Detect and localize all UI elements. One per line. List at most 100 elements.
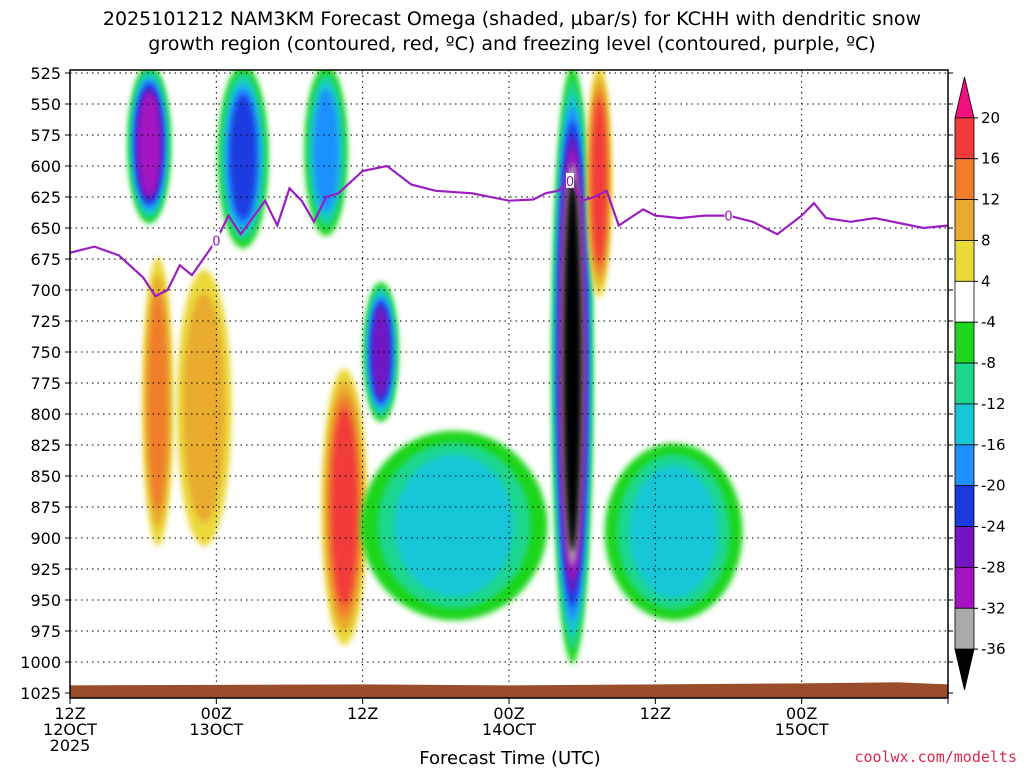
y-tick-label: 550 (30, 95, 61, 114)
gridlines (70, 70, 948, 694)
plot-area: 0 0 0 (70, 70, 948, 698)
x-tick-label: 13OCT (189, 720, 243, 739)
x-tick-label: 2025 (50, 736, 91, 755)
y-tick-label: 675 (30, 250, 61, 269)
chart-title-line2: growth region (contoured, red, ºC) and f… (148, 33, 875, 55)
y-tick-label: 950 (30, 591, 61, 610)
y-tick-label: 600 (30, 157, 61, 176)
y-tick-label: 575 (30, 126, 61, 145)
omega-feature (142, 257, 174, 546)
colorbar-label: 20 (981, 109, 1000, 127)
omega-level (183, 293, 225, 523)
y-tick-label: 525 (30, 64, 61, 83)
colorbar-swatch (954, 76, 975, 119)
freezing-label: 0 (212, 234, 220, 249)
omega-level (394, 454, 514, 597)
y-tick-label: 925 (30, 560, 61, 579)
y-tick-label: 850 (30, 467, 61, 486)
colorbar-swatch (954, 648, 975, 691)
freezing-level-labels: 0 0 0 (212, 172, 733, 249)
x-tick-label: 00Z (786, 704, 817, 723)
colorbar-label: -28 (981, 558, 1006, 576)
x-tick-label: 12OCT (43, 720, 97, 739)
colorbar-swatch (954, 158, 975, 201)
omega-feature (363, 282, 399, 422)
y-tick-label: 650 (30, 219, 61, 238)
x-tick-label: 12Z (347, 704, 378, 723)
freezing-label: 0 (724, 210, 732, 225)
colorbar-swatch (954, 485, 975, 527)
colorbar-swatch (954, 240, 975, 282)
omega-level (563, 177, 582, 552)
x-axis-title: Forecast Time (UTC) (419, 748, 600, 768)
omega-level (148, 293, 168, 510)
colorbar-label: -32 (981, 599, 1006, 617)
omega-feature (321, 368, 368, 646)
colorbar-label: -24 (981, 518, 1006, 536)
terrain-surface (70, 682, 948, 698)
colorbar-swatch (954, 362, 975, 405)
colorbar-swatch (954, 607, 975, 650)
colorbar-swatch (954, 117, 975, 160)
colorbar-swatch (954, 280, 975, 323)
y-tick-label: 875 (30, 498, 61, 517)
y-axis: 525 550 575 600 625 650 675 700 725 750 775 800 825 8… (20, 64, 953, 703)
colorbar-label: -8 (981, 354, 996, 372)
y-tick-label: 975 (30, 622, 61, 641)
colorbar-swatch (954, 526, 975, 568)
omega-feature (552, 70, 593, 664)
colorbar-label: 4 (981, 272, 991, 290)
credit-text: coolwx.com/modelts (854, 748, 1017, 766)
x-tick-label: 12Z (640, 704, 671, 723)
omega-feature (127, 70, 171, 224)
y-tick-label: 725 (30, 312, 61, 331)
omega-shading (127, 70, 743, 664)
omega-level (138, 93, 160, 196)
colorbar-swatch (954, 199, 975, 241)
colorbar-swatch (954, 567, 975, 609)
colorbar-swatch (954, 321, 975, 364)
colorbar-label: 8 (981, 231, 991, 249)
freezing-label-bg (565, 172, 574, 188)
omega-feature (604, 443, 743, 621)
freezing-label: 0 (566, 175, 574, 190)
x-tick-label: 14OCT (482, 720, 536, 739)
colorbar: 20 16 12 8 4 -4 -8 -12 -16 -20 -24 -28 -32 -36 (954, 76, 1006, 691)
x-tick-label: 00Z (493, 704, 524, 723)
y-tick-label: 750 (30, 343, 61, 362)
y-tick-label: 625 (30, 188, 61, 207)
colorbar-swatch (954, 444, 975, 487)
colorbar-label: 16 (981, 150, 1000, 168)
omega-feature (360, 430, 548, 621)
colorbar-swatch (954, 403, 975, 446)
x-tick-label: 12Z (54, 704, 85, 723)
omega-level (331, 409, 358, 605)
chart-title-line1: 2025101212 NAM3KM Forecast Omega (shaded… (103, 8, 921, 30)
omega-feature (176, 269, 232, 546)
colorbar-label: 12 (981, 191, 1000, 209)
y-tick-label: 1000 (20, 653, 61, 672)
omega-level (372, 305, 390, 399)
colorbar-label: -4 (981, 313, 996, 331)
x-tick-label: 15OCT (775, 720, 829, 739)
y-tick-label: 800 (30, 405, 61, 424)
colorbar-label: -16 (981, 436, 1006, 454)
freezing-label-bg (724, 207, 733, 223)
y-tick-label: 775 (30, 374, 61, 393)
y-tick-label: 825 (30, 436, 61, 455)
omega-feature (586, 70, 612, 298)
y-tick-label: 900 (30, 529, 61, 548)
omega-feature (304, 70, 348, 236)
x-tick-label: 00Z (201, 704, 232, 723)
omega-level (629, 465, 718, 599)
omega-level (229, 94, 257, 219)
freezing-level-contour (70, 164, 948, 298)
freezing-label-bg (212, 232, 221, 248)
colorbar-label: -36 (981, 640, 1006, 658)
colorbar-label: -20 (981, 477, 1006, 495)
omega-level (313, 90, 339, 211)
colorbar-label: -12 (981, 395, 1006, 413)
y-tick-label: 700 (30, 281, 61, 300)
